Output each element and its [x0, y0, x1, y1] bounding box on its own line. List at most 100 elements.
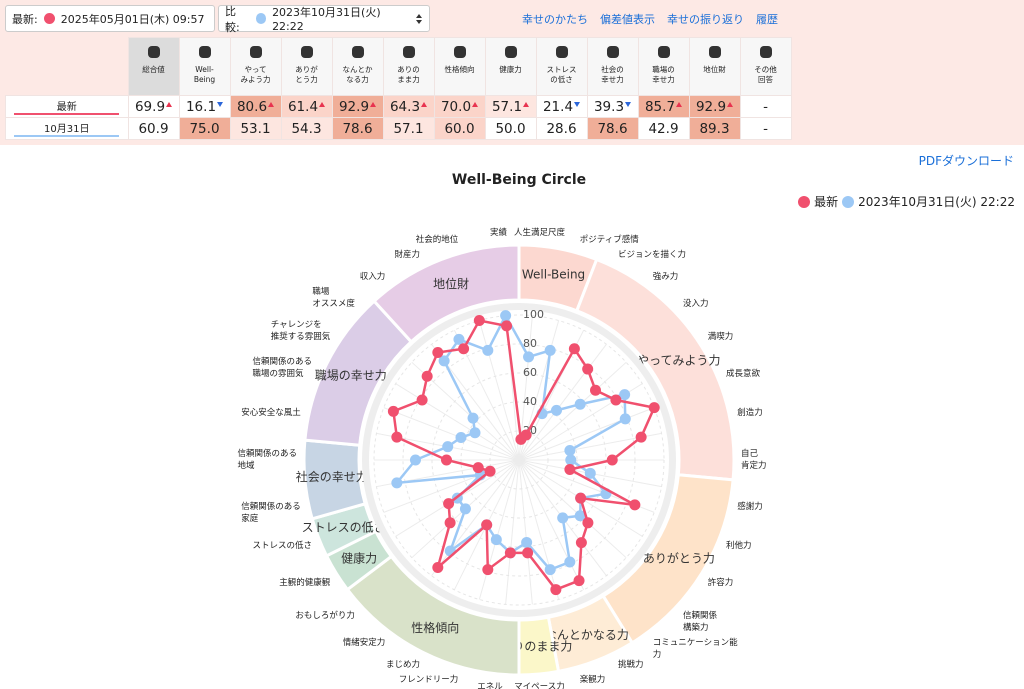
group-label: 健康力	[341, 550, 377, 565]
score-cell: 57.1	[382, 117, 435, 140]
score-value: 54.3	[291, 120, 322, 137]
score-cell: 57.1	[484, 95, 537, 118]
trend-up	[472, 101, 479, 107]
axis-label: チャレンジを 推奨する雰囲気	[270, 320, 331, 343]
compare-dot	[255, 13, 267, 24]
series-point	[442, 441, 454, 453]
group-segment	[372, 243, 521, 344]
group-label: 職場の幸せ力	[315, 369, 387, 383]
score-value: 92.9	[695, 98, 727, 115]
chart-title: Well-Being Circle	[451, 172, 587, 188]
row-label-cell: 最新	[5, 95, 129, 118]
series-point	[482, 344, 494, 356]
r-tick-label: 80	[523, 337, 537, 350]
score-value: 85.7	[644, 98, 676, 115]
column-icon	[606, 46, 619, 58]
column-icon	[504, 46, 517, 58]
column-icon	[300, 46, 313, 58]
score-cell: 61.4	[280, 95, 333, 118]
axis-label: 満喫力	[707, 332, 734, 343]
score-value: 61.4	[287, 98, 319, 115]
axis-label: 主観的健康観	[279, 577, 331, 588]
column-header: その他 回答	[739, 37, 792, 96]
score-cell: 54.3	[280, 117, 333, 140]
column-icon	[453, 46, 466, 58]
axis-label: 財産力	[394, 250, 421, 261]
trend-up	[421, 101, 428, 107]
nav-link[interactable]: 幸せのかたち	[522, 13, 588, 26]
column-header: 総合値	[127, 37, 180, 96]
latest-date-box: 最新: 2025年05月01日(木) 09:57	[5, 5, 215, 32]
score-value: 78.6	[597, 120, 628, 137]
axis-label: 感謝力	[737, 501, 763, 512]
compare-date: 2023年10月31日(火) 22:22	[272, 6, 381, 33]
column-header: 性格傾向	[433, 37, 486, 96]
series-point	[444, 517, 456, 529]
series-point	[564, 444, 576, 456]
score-cell: 78.6	[586, 117, 639, 140]
column-icon	[657, 46, 670, 58]
series-point	[484, 465, 496, 477]
series-point	[610, 394, 622, 406]
spoke	[518, 361, 627, 461]
grid-circle	[460, 401, 578, 519]
column-icon	[351, 46, 364, 58]
score-value: 57.1	[491, 98, 523, 115]
compare-select[interactable]: 比較: 2023年10月31日(火) 22:22	[218, 5, 430, 34]
r-tick-label: 40	[523, 395, 537, 408]
score-cell: -	[739, 95, 792, 118]
axis-label: 信頼関係のある 職場の雰囲気	[252, 356, 312, 379]
score-value: -	[763, 98, 768, 115]
trend-up	[727, 101, 734, 107]
spoke	[505, 459, 520, 605]
series-point	[443, 498, 455, 510]
column-label: ありの まま力	[397, 65, 420, 84]
axis-label: フレンドリー力	[398, 674, 459, 685]
nav-links: 幸せのかたち 偏差値表示 幸せの振り返り 履歴	[522, 11, 778, 27]
axis-label: 没入力	[683, 299, 709, 310]
pdf-download[interactable]: PDFダウンロード	[918, 154, 1014, 168]
series-point	[550, 584, 562, 596]
trend-up	[370, 101, 377, 107]
axis-label: 信頼関係 構築力	[683, 610, 718, 633]
series-point	[453, 333, 465, 345]
spoke	[383, 459, 520, 513]
spoke	[518, 459, 627, 559]
series-point	[606, 454, 618, 466]
series-point	[521, 536, 533, 548]
grid-circle	[373, 314, 665, 606]
series-point	[438, 355, 450, 367]
series-point	[458, 343, 470, 355]
axis-label: 利他力	[726, 541, 752, 552]
nav-link[interactable]: 偏差値表示	[600, 13, 655, 26]
trend-up	[523, 101, 530, 107]
column-label: 性格傾向	[444, 65, 475, 74]
column-label: ありが とう力	[295, 65, 318, 84]
score-cell: 21.4	[535, 95, 588, 118]
header-row: 総合値 Well- Being やって みよう力 ありが とう力 なんとか なる力 ありの…	[5, 37, 792, 96]
legend-dot	[798, 195, 811, 208]
latest-label: 最新:	[12, 12, 38, 26]
axis-label: 人生満足尺度	[513, 227, 565, 238]
row-label: 最新	[14, 98, 120, 115]
score-cell: 60.9	[127, 117, 180, 140]
axis-label: 実績	[490, 227, 508, 238]
score-cell: 85.7	[637, 95, 690, 118]
series-point	[391, 477, 403, 489]
spoke	[383, 407, 520, 461]
score-value: 80.6	[236, 98, 268, 115]
nav-link[interactable]: 履歴	[756, 13, 778, 26]
score-cell: 42.9	[637, 117, 690, 140]
axis-label: 強み力	[652, 271, 679, 282]
series-point	[544, 344, 556, 356]
score-value: 60.0	[444, 120, 475, 137]
column-label: なんとか なる力	[342, 65, 373, 84]
series-point	[455, 432, 467, 444]
series-point	[416, 394, 428, 406]
axis-label: 信頼関係のある 地域	[237, 449, 297, 471]
nav-link[interactable]: 幸せの振り返り	[667, 13, 744, 26]
spoke	[431, 459, 520, 577]
series-point	[504, 547, 516, 559]
